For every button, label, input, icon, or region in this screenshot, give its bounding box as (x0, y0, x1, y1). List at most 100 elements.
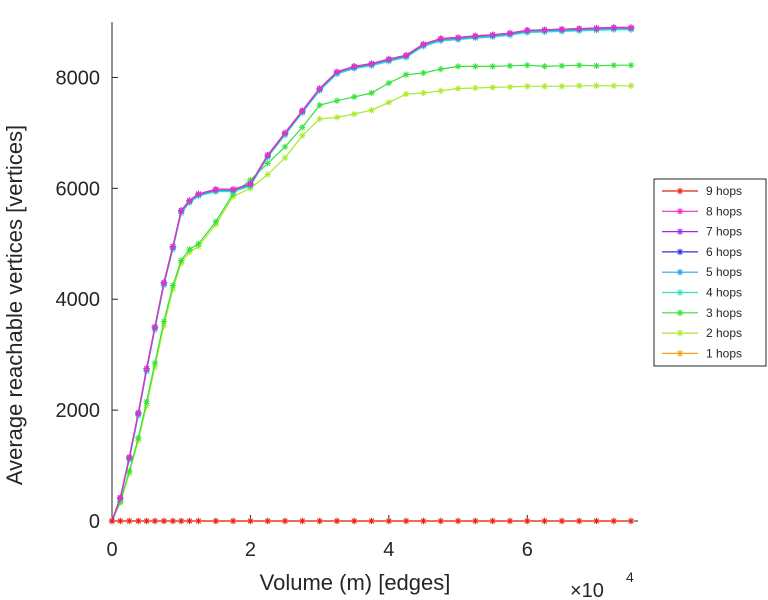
legend-label: 9 hops (706, 184, 742, 198)
data-point (264, 517, 271, 525)
data-point (593, 24, 600, 32)
data-point (575, 62, 583, 69)
series-line (111, 26, 632, 522)
data-point (593, 517, 600, 525)
plot-area: 0 2 4 6 0 2000 4000 6000 8000 (56, 22, 638, 561)
data-point (506, 83, 514, 91)
data-point (264, 151, 271, 159)
data-point (524, 27, 531, 34)
data-point (472, 84, 479, 92)
data-point (186, 517, 193, 525)
data-point (610, 62, 617, 69)
data-point (333, 517, 341, 525)
data-point (420, 40, 427, 48)
data-point (472, 63, 479, 70)
data-point (385, 99, 393, 106)
data-point (402, 90, 410, 98)
data-point (506, 517, 514, 525)
data-point (454, 517, 462, 525)
data-point (437, 35, 444, 42)
data-point (351, 93, 358, 101)
data-point (281, 517, 289, 525)
data-point (472, 32, 479, 40)
data-point (558, 26, 566, 33)
data-point (151, 323, 159, 331)
data-point (368, 517, 375, 525)
series-8-hops (108, 24, 635, 525)
data-point (489, 31, 496, 38)
series-6-hops (108, 24, 635, 525)
data-point (368, 89, 375, 97)
legend-marker (676, 329, 684, 337)
legend-marker (676, 289, 684, 296)
data-point (281, 129, 289, 137)
legend-item-7-hops: 7 hops (662, 225, 742, 239)
legend-label: 5 hops (706, 265, 742, 279)
data-point (247, 517, 254, 525)
data-point (610, 82, 617, 89)
data-point (169, 282, 177, 289)
data-point (135, 517, 142, 525)
data-point (524, 83, 531, 90)
data-point (454, 34, 462, 41)
data-point (151, 359, 159, 367)
data-point (437, 517, 444, 525)
data-point (299, 107, 306, 114)
legend-marker (676, 207, 684, 215)
x-tick-label: 4 (383, 539, 394, 561)
legend-marker (676, 350, 684, 357)
data-point (299, 517, 306, 525)
data-point (506, 62, 514, 70)
series-line (111, 85, 632, 522)
series-4-hops (108, 26, 635, 525)
axis-ticks: 0 2 4 6 0 2000 4000 6000 8000 (56, 67, 533, 561)
data-point (575, 82, 583, 89)
data-point (135, 434, 142, 442)
data-point (333, 68, 341, 76)
x-axis-title: Volume (m) [edges] (260, 570, 451, 595)
data-point (143, 365, 150, 372)
data-point (212, 218, 220, 225)
legend-label: 1 hops (706, 346, 742, 360)
data-point (541, 83, 548, 90)
data-point (506, 29, 514, 37)
data-point (402, 52, 410, 59)
series-line (111, 26, 632, 522)
legend-item-1-hops: 1 hops (662, 346, 742, 360)
data-point (627, 62, 635, 69)
legend: 9 hops 8 hops 7 hops 6 hops 5 hops 4 hops 3 ho… (653, 178, 767, 367)
data-point (281, 154, 289, 162)
legend-marker (676, 248, 684, 256)
y-tick-label: 8000 (56, 67, 101, 89)
series-layer (108, 24, 635, 525)
data-point (627, 517, 635, 525)
data-point (143, 398, 150, 405)
series-7-hops (108, 24, 635, 525)
data-point (420, 517, 427, 525)
y-axis-title: Average reachable vertices [vertices] (2, 125, 27, 485)
data-point (333, 114, 341, 121)
data-point (368, 106, 375, 114)
data-point (558, 83, 566, 90)
x-tick-label: 0 (106, 539, 117, 561)
data-point (169, 286, 177, 293)
data-point (143, 517, 150, 525)
legend-item-8-hops: 8 hops (662, 204, 742, 218)
legend-item-3-hops: 3 hops (662, 306, 742, 320)
data-point (186, 197, 193, 204)
data-point (558, 517, 566, 525)
data-point (229, 517, 237, 525)
data-point (368, 60, 375, 67)
data-point (229, 186, 237, 193)
data-point (351, 517, 358, 525)
legend-label: 4 hops (706, 286, 742, 300)
data-point (117, 517, 124, 525)
data-point (186, 246, 193, 253)
data-point (195, 190, 202, 198)
legend-marker (676, 268, 684, 276)
x-tick-label: 2 (245, 539, 256, 561)
legend-label: 8 hops (706, 204, 742, 218)
data-point (385, 517, 393, 525)
series-line (111, 28, 632, 522)
